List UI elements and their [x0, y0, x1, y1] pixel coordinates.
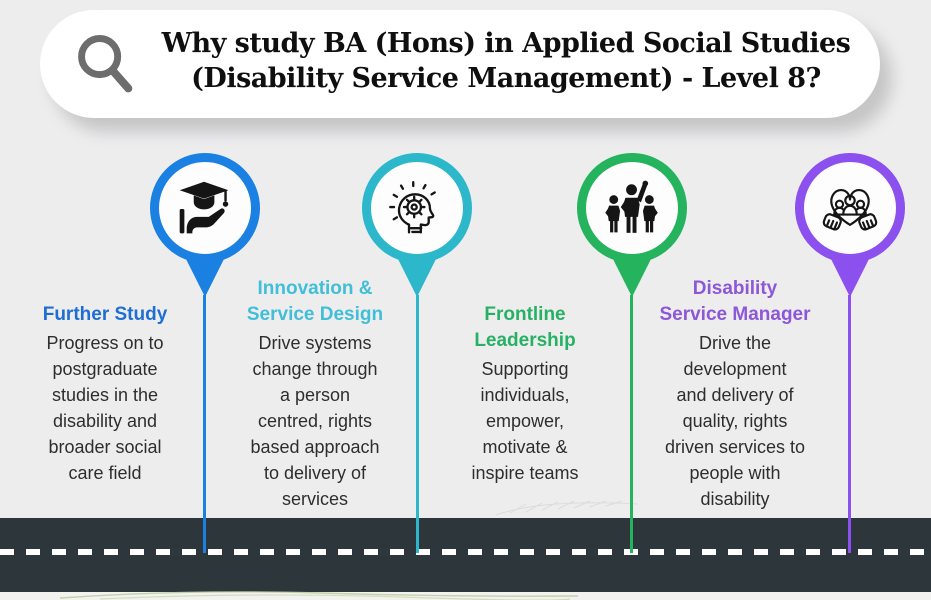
- pin-circle: [577, 153, 687, 263]
- milestone-text-innovation: Innovation & Service Design Drive system…: [220, 276, 410, 512]
- milestone-pin-innovation: [362, 153, 472, 299]
- road: [0, 518, 931, 592]
- drop-line-innovation: [416, 295, 419, 553]
- drop-line-frontline-leadership: [630, 295, 633, 553]
- drop-line-further-study: [203, 295, 206, 553]
- road-dashed-line: [0, 549, 931, 555]
- milestone-body: Drive the development and delivery of qu…: [664, 333, 806, 509]
- milestone-heading: Frontline Leadership: [474, 304, 576, 351]
- head-gear-icon: [389, 181, 436, 234]
- milestone-body: Progress on to postgraduate studies in t…: [46, 333, 164, 483]
- milestone-heading: Disability Service Manager: [659, 278, 811, 325]
- milestone-pin-service-manager: [795, 153, 905, 299]
- milestone-heading: Innovation & Service Design: [246, 278, 384, 325]
- page-title: Why study BA (Hons) in Applied Social St…: [161, 28, 851, 94]
- milestone-text-service-manager: Disability Service Manager Drive the dev…: [640, 276, 830, 512]
- title-banner: [40, 10, 880, 118]
- care-heart-icon: [822, 188, 878, 231]
- milestone-body: Supporting individuals, empower, motivat…: [471, 359, 579, 483]
- magnifier-icon: [78, 35, 133, 93]
- milestone-body: Drive systems change through a person ce…: [250, 333, 380, 509]
- milestone-heading: Further Study: [42, 304, 168, 325]
- graduation-hand-icon: [179, 181, 229, 234]
- pin-circle: [795, 153, 905, 263]
- milestone-text-frontline-leadership: Frontline Leadership Supporting individu…: [430, 302, 620, 486]
- team-leader-icon: [605, 180, 658, 233]
- milestone-text-further-study: Further Study Progress on to postgraduat…: [10, 302, 200, 486]
- drop-line-service-manager: [848, 295, 851, 553]
- milestone-pin-frontline-leadership: [577, 153, 687, 299]
- milestone-pin-further-study: [150, 153, 260, 299]
- pin-circle: [150, 153, 260, 263]
- decor-hatch-lines: [495, 500, 639, 516]
- decor-grass-lines: [60, 591, 579, 600]
- pin-circle: [362, 153, 472, 263]
